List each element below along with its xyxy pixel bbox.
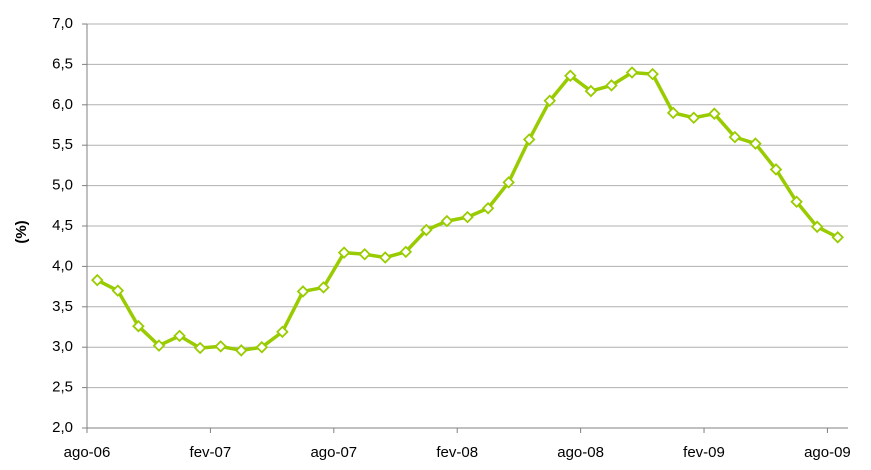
marker bbox=[214, 340, 227, 353]
marker bbox=[502, 176, 515, 189]
marker bbox=[605, 79, 618, 92]
marker bbox=[749, 137, 762, 150]
marker bbox=[440, 214, 454, 228]
y-tick-label: 5,0 bbox=[52, 177, 73, 194]
marker bbox=[687, 111, 701, 125]
marker bbox=[276, 325, 289, 339]
y-tick-label: 3,0 bbox=[52, 338, 73, 355]
x-tick-label: ago-07 bbox=[310, 444, 357, 461]
marker bbox=[625, 66, 639, 79]
marker bbox=[522, 133, 536, 146]
x-tick-label: ago-09 bbox=[804, 444, 851, 461]
marker bbox=[790, 195, 803, 209]
marker bbox=[317, 281, 330, 294]
marker bbox=[810, 220, 824, 234]
marker bbox=[255, 340, 269, 354]
marker bbox=[91, 273, 104, 287]
marker bbox=[708, 107, 721, 120]
marker bbox=[234, 344, 248, 357]
marker bbox=[111, 284, 125, 297]
marker bbox=[543, 94, 557, 108]
y-tick-label: 6,0 bbox=[52, 96, 73, 113]
marker bbox=[481, 201, 495, 215]
marker bbox=[132, 319, 145, 333]
marker bbox=[378, 251, 392, 264]
marker bbox=[152, 339, 166, 352]
marker bbox=[358, 248, 371, 261]
y-tick-label: 2,5 bbox=[52, 379, 73, 396]
marker bbox=[399, 245, 413, 259]
x-tick-label: ago-06 bbox=[64, 444, 111, 461]
x-tick-label: fev-08 bbox=[436, 444, 478, 461]
marker bbox=[193, 341, 207, 355]
x-tick-label: fev-07 bbox=[190, 444, 232, 461]
y-tick-label: 2,0 bbox=[52, 419, 73, 436]
marker bbox=[461, 210, 474, 224]
x-tick-label: ago-08 bbox=[557, 444, 604, 461]
y-tick-label: 4,0 bbox=[52, 257, 73, 274]
marker bbox=[173, 329, 186, 343]
y-tick-label: 4,5 bbox=[52, 217, 73, 234]
y-axis-label: (%) bbox=[13, 220, 30, 243]
marker bbox=[584, 84, 598, 98]
y-tick-label: 7,0 bbox=[52, 15, 73, 32]
marker bbox=[769, 163, 783, 176]
marker bbox=[337, 246, 351, 259]
marker bbox=[831, 231, 844, 244]
marker bbox=[646, 67, 659, 81]
x-tick-label: fev-09 bbox=[683, 444, 725, 461]
marker bbox=[564, 69, 577, 82]
y-tick-label: 5,5 bbox=[52, 136, 73, 153]
y-tick-label: 6,5 bbox=[52, 55, 73, 72]
marker bbox=[420, 223, 433, 237]
marker bbox=[666, 106, 680, 120]
y-tick-label: 3,5 bbox=[52, 298, 73, 315]
marker bbox=[728, 130, 742, 144]
marker bbox=[296, 285, 310, 298]
